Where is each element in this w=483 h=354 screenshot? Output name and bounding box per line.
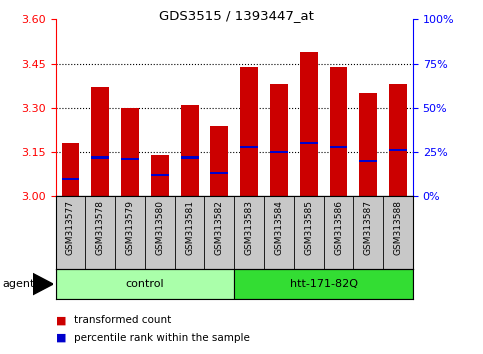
Text: GSM313582: GSM313582 [215,200,224,255]
Text: GSM313577: GSM313577 [66,200,75,255]
Text: htt-171-82Q: htt-171-82Q [290,279,357,289]
Text: ■: ■ [56,333,66,343]
Bar [211,172,228,175]
Text: agent: agent [2,279,35,289]
Bar [300,142,318,144]
Bar [151,155,169,196]
Text: percentile rank within the sample: percentile rank within the sample [74,333,250,343]
Text: GSM313587: GSM313587 [364,200,373,255]
Bar [61,178,79,180]
Bar [270,151,288,153]
Bar [329,67,347,196]
Bar [389,84,407,196]
Polygon shape [33,273,53,295]
Bar [240,146,258,148]
Bar [91,156,109,159]
Bar [181,105,199,196]
Bar [121,108,139,196]
Bar [151,174,169,176]
Text: GSM313584: GSM313584 [274,200,284,255]
Bar [359,160,377,162]
Text: GSM313586: GSM313586 [334,200,343,255]
Bar [56,269,234,299]
Bar [240,67,258,196]
Bar [91,87,109,196]
Text: GSM313581: GSM313581 [185,200,194,255]
Text: GSM313585: GSM313585 [304,200,313,255]
Bar [270,84,288,196]
Text: GSM313578: GSM313578 [96,200,105,255]
Text: transformed count: transformed count [74,315,171,325]
Text: GSM313588: GSM313588 [394,200,402,255]
Text: GSM313580: GSM313580 [156,200,164,255]
Text: control: control [126,279,164,289]
Text: GSM313579: GSM313579 [126,200,134,255]
Bar [181,156,199,159]
Bar [300,52,318,196]
Bar [389,149,407,152]
Text: ■: ■ [56,315,66,325]
Bar [211,126,228,196]
Text: GSM313583: GSM313583 [245,200,254,255]
Bar [61,143,79,196]
Bar [329,146,347,148]
Bar [359,93,377,196]
Text: GDS3515 / 1393447_at: GDS3515 / 1393447_at [159,9,314,22]
Bar [234,269,413,299]
Bar [121,158,139,160]
